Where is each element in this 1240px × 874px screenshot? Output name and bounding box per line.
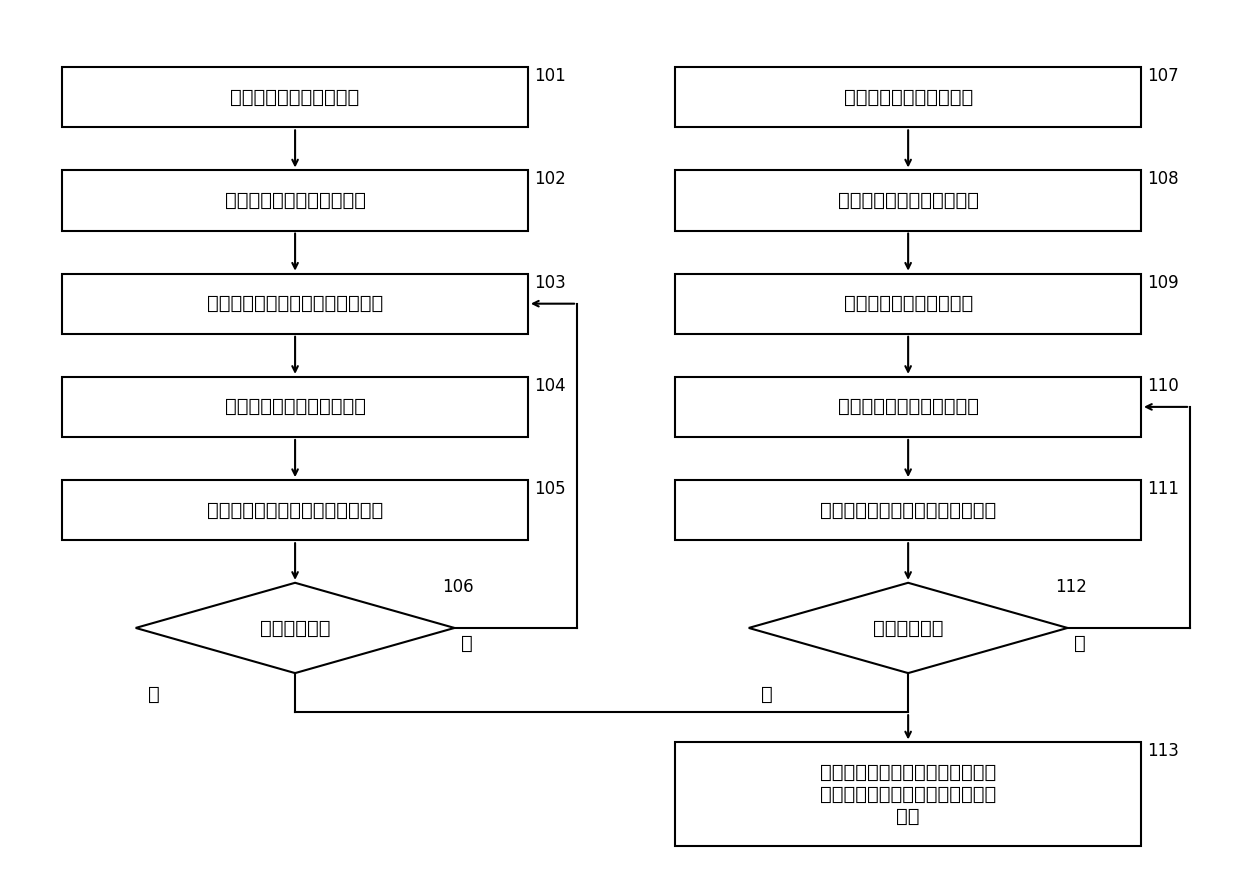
Text: 是: 是 — [148, 685, 160, 704]
Text: 测试人员通过电脑手动配置综测仪: 测试人员通过电脑手动配置综测仪 — [207, 295, 383, 313]
Text: 106: 106 — [443, 579, 474, 596]
Bar — [675, 274, 1141, 334]
Bar — [675, 742, 1141, 845]
Text: 终端与综测仪建立信令连接: 终端与综测仪建立信令连接 — [838, 398, 978, 416]
Bar — [62, 170, 528, 231]
Text: 终端获取第二信号接收强度并记录: 终端获取第二信号接收强度并记录 — [820, 501, 996, 520]
Bar — [675, 67, 1141, 128]
Polygon shape — [749, 583, 1068, 673]
Text: 104: 104 — [534, 377, 565, 395]
Text: 112: 112 — [1055, 579, 1087, 596]
Text: 否: 否 — [1074, 634, 1085, 653]
Polygon shape — [135, 583, 455, 673]
Text: 测试人员将终端放入屏蔽箱: 测试人员将终端放入屏蔽箱 — [838, 191, 978, 210]
Text: 根据第一信号接收强度和第二信号
接收强度，确定干扰源对应的干扰
强度: 根据第一信号接收强度和第二信号 接收强度，确定干扰源对应的干扰 强度 — [820, 762, 996, 825]
Text: 105: 105 — [534, 480, 565, 498]
Text: 111: 111 — [1147, 480, 1179, 498]
Bar — [675, 480, 1141, 540]
Bar — [62, 377, 528, 437]
Text: 终端与综测仪建立信令连接: 终端与综测仪建立信令连接 — [224, 398, 366, 416]
Bar — [62, 67, 528, 128]
Text: 102: 102 — [534, 170, 565, 189]
Bar — [675, 377, 1141, 437]
Bar — [62, 480, 528, 540]
Text: 否: 否 — [460, 634, 472, 653]
Text: 是否测试完成: 是否测试完成 — [260, 619, 330, 637]
Bar — [675, 170, 1141, 231]
Text: 101: 101 — [534, 67, 565, 85]
Text: 109: 109 — [1147, 274, 1179, 292]
Text: 测试人员手动配置综测仪: 测试人员手动配置综测仪 — [843, 295, 972, 313]
Text: 107: 107 — [1147, 67, 1179, 85]
Text: 测试人员手动关闭干扰源: 测试人员手动关闭干扰源 — [843, 87, 972, 107]
Text: 113: 113 — [1147, 742, 1179, 760]
Text: 是: 是 — [761, 685, 773, 704]
Text: 103: 103 — [534, 274, 565, 292]
Text: 测试人员手动打开干扰源: 测试人员手动打开干扰源 — [231, 87, 360, 107]
Text: 110: 110 — [1147, 377, 1179, 395]
Text: 108: 108 — [1147, 170, 1179, 189]
Bar — [62, 274, 528, 334]
Text: 是否测试完成: 是否测试完成 — [873, 619, 944, 637]
Text: 终端获取第一信号接收强度并记录: 终端获取第一信号接收强度并记录 — [207, 501, 383, 520]
Text: 测试人员将终端放入屏蔽箱: 测试人员将终端放入屏蔽箱 — [224, 191, 366, 210]
